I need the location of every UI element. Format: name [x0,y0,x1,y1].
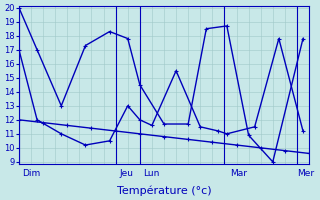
X-axis label: Température (°c): Température (°c) [117,185,211,196]
Text: Lun: Lun [143,169,160,178]
Text: Jeu: Jeu [119,169,133,178]
Text: Dim: Dim [23,169,41,178]
Text: Mar: Mar [230,169,247,178]
Text: Mer: Mer [297,169,314,178]
